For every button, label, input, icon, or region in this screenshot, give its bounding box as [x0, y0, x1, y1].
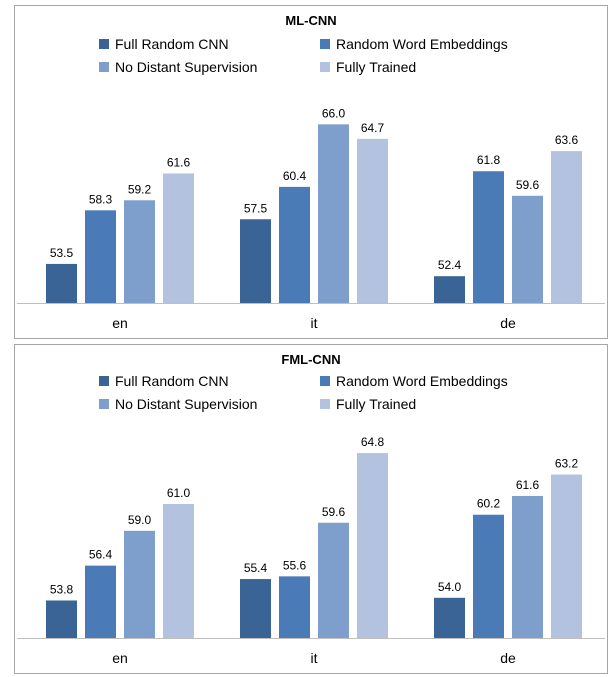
bar-value-label: 59.0	[128, 513, 152, 527]
bar	[357, 138, 388, 303]
bar	[240, 579, 271, 638]
bar-value-label: 52.4	[438, 258, 462, 272]
legend-label: No Distant Supervision	[115, 396, 257, 412]
bar-value-label: 58.3	[89, 192, 113, 206]
legend-swatch	[99, 376, 109, 386]
bar	[512, 495, 543, 638]
legend-label: Random Word Embeddings	[336, 373, 508, 389]
bar	[551, 151, 582, 303]
bar-value-label: 63.2	[555, 457, 579, 471]
bars: 53.8 56.4 59.0 61.0 55.4 55.6 59.6 64.8 54.0 60.2…	[46, 435, 582, 638]
bar	[124, 530, 155, 638]
bar-value-label: 55.6	[283, 558, 307, 572]
bar	[434, 276, 465, 303]
category-label: it	[311, 315, 318, 331]
bar	[163, 173, 194, 303]
legend-swatch	[320, 62, 330, 72]
bar-value-label: 61.0	[167, 486, 191, 500]
legend-swatch	[99, 39, 109, 49]
bar	[473, 514, 504, 638]
bar-value-label: 56.4	[89, 548, 113, 562]
bar	[279, 576, 310, 638]
bar	[434, 597, 465, 638]
chart-title: ML-CNN	[285, 13, 336, 28]
bar-value-label: 61.6	[167, 155, 191, 169]
legend: Full Random CNN Random Word Embeddings No …	[99, 36, 508, 75]
bar-value-label: 61.8	[477, 153, 501, 167]
ml-cnn-chart: ML-CNN Full Random CNN Random Word Embedd…	[14, 5, 608, 339]
bar-value-label: 55.4	[244, 561, 268, 575]
fml-cnn-plot: FML-CNN Full Random CNN Random Word Embed…	[17, 352, 605, 666]
bar	[46, 263, 77, 303]
bar	[279, 186, 310, 303]
bar-value-label: 60.2	[477, 497, 501, 511]
bar	[163, 504, 194, 638]
legend-label: Full Random CNN	[115, 36, 229, 52]
legend-swatch	[99, 399, 109, 409]
bar-value-label: 64.8	[361, 435, 385, 449]
bar-value-label: 66.0	[322, 106, 346, 120]
legend-swatch	[320, 399, 330, 409]
ml-cnn-plot: ML-CNN Full Random CNN Random Word Embedd…	[17, 13, 605, 331]
bar-value-label: 61.6	[516, 478, 540, 492]
bar	[318, 124, 349, 303]
bar-value-label: 54.0	[438, 580, 462, 594]
bar-value-label: 59.6	[516, 178, 540, 192]
bar	[46, 600, 77, 638]
bar	[318, 522, 349, 638]
bar	[357, 453, 388, 638]
bars: 53.5 58.3 59.2 61.6 57.5 60.4 66.0 64.7 52.4 61.8…	[46, 106, 582, 303]
chart-title: FML-CNN	[281, 352, 340, 367]
category-label: en	[112, 650, 128, 666]
category-label: en	[112, 315, 128, 331]
category-label: de	[500, 650, 516, 666]
bar	[551, 474, 582, 638]
bar	[85, 565, 116, 638]
legend: Full Random CNN Random Word Embeddings No …	[99, 373, 508, 412]
bar-value-label: 59.2	[128, 182, 152, 196]
legend-label: Fully Trained	[336, 59, 416, 75]
bar	[512, 195, 543, 303]
bar-value-label: 64.7	[361, 121, 385, 135]
legend-label: Full Random CNN	[115, 373, 229, 389]
fml-cnn-chart: FML-CNN Full Random CNN Random Word Embed…	[14, 344, 608, 674]
legend-label: No Distant Supervision	[115, 59, 257, 75]
bar-value-label: 53.8	[50, 582, 74, 596]
category-labels: en it de	[112, 650, 516, 666]
category-label: it	[311, 650, 318, 666]
legend-swatch	[320, 39, 330, 49]
legend-label: Fully Trained	[336, 396, 416, 412]
legend-swatch	[99, 62, 109, 72]
bar-value-label: 63.6	[555, 133, 579, 147]
bar-value-label: 53.5	[50, 246, 74, 260]
bar	[473, 171, 504, 303]
bar-value-label: 57.5	[244, 201, 268, 215]
bar-value-label: 60.4	[283, 169, 307, 183]
bar-value-label: 59.6	[322, 505, 346, 519]
bar	[124, 200, 155, 303]
legend-label: Random Word Embeddings	[336, 36, 508, 52]
legend-swatch	[320, 376, 330, 386]
bar	[85, 210, 116, 303]
category-label: de	[500, 315, 516, 331]
bar	[240, 219, 271, 303]
category-labels: en it de	[112, 315, 516, 331]
